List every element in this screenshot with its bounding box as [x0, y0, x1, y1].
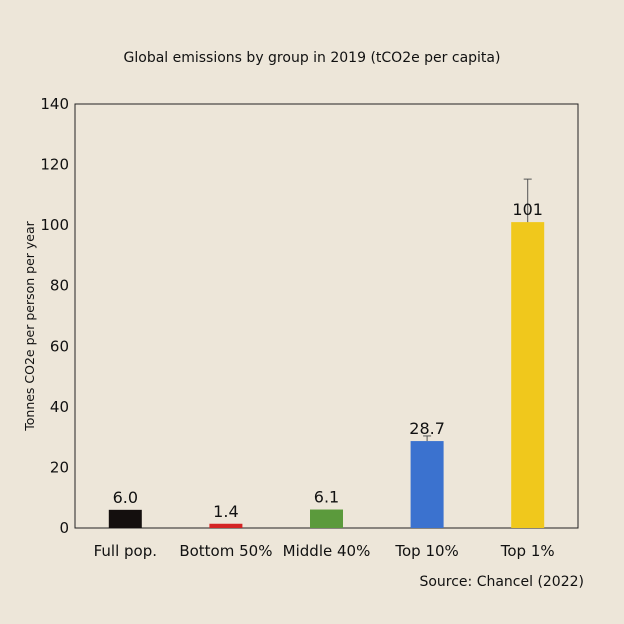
x-tick-label: Middle 40%: [283, 542, 371, 560]
y-tick-label: 0: [59, 519, 69, 537]
x-tick-label: Bottom 50%: [179, 542, 272, 560]
x-tick-label: Top 10%: [394, 542, 458, 560]
data-label: 6.1: [314, 488, 339, 507]
plot-frame: [74, 103, 579, 529]
y-tick-label: 120: [40, 156, 69, 174]
y-tick-label: 100: [40, 216, 69, 234]
bar: [511, 222, 545, 528]
y-tick-label: 140: [40, 95, 69, 113]
source-note: Source: Chancel (2022): [419, 574, 584, 590]
bar: [310, 509, 343, 528]
y-tick-label: 40: [50, 398, 69, 416]
y-tick-label: 80: [50, 277, 69, 295]
chart-title: Global emissions by group in 2019 (tCO2e…: [123, 50, 501, 66]
data-label: 1.4: [213, 502, 238, 521]
data-label: 28.7: [409, 419, 445, 438]
y-axis-label: Tonnes CO2e per person per year: [22, 220, 37, 431]
y-tick-label: 20: [50, 458, 69, 476]
x-tick-label: Top 1%: [500, 542, 555, 560]
bar: [108, 509, 142, 528]
data-label: 101: [512, 200, 543, 219]
bar: [209, 523, 243, 528]
y-tick-label: 60: [50, 337, 69, 355]
x-tick-label: Full pop.: [94, 542, 157, 560]
bar: [410, 441, 444, 528]
data-label: 6.0: [113, 488, 138, 507]
